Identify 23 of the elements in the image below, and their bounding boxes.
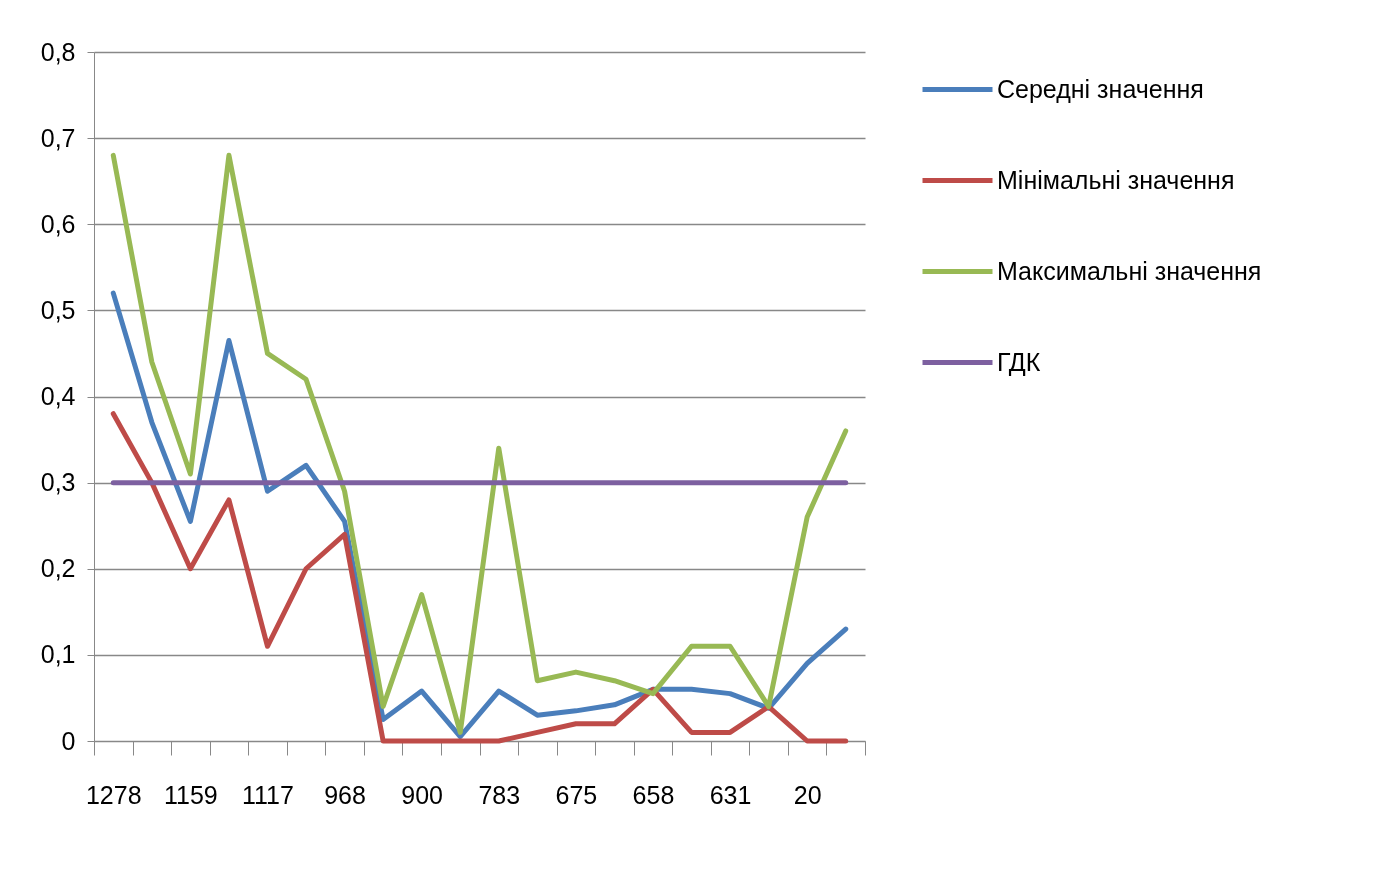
x-tick-label: 1117	[242, 780, 294, 809]
x-tick-label: 968	[324, 780, 366, 809]
x-tick-label: 1278	[85, 780, 142, 809]
legend-label: ГДК	[997, 347, 1041, 376]
y-tick-label: 0,8	[40, 37, 76, 66]
y-tick-label: 0	[61, 726, 76, 755]
x-tick-label: 900	[401, 780, 444, 809]
y-tick-label: 0,6	[40, 209, 76, 238]
x-tick-label: 20	[793, 780, 822, 809]
x-tick-label: 631	[709, 780, 752, 809]
x-tick-label: 1159	[163, 780, 218, 809]
y-tick-label: 0,4	[40, 382, 76, 410]
y-tick-label: 0,3	[40, 468, 76, 497]
y-tick-label: 0,2	[40, 554, 76, 583]
legend-label: Середні значення	[997, 74, 1204, 103]
x-tick-label: 675	[555, 780, 598, 809]
y-tick-label: 0,7	[40, 123, 76, 152]
y-tick-label: 0,5	[40, 295, 76, 324]
legend-label: Максимальні значення	[997, 256, 1262, 285]
y-tick-label: 0,1	[40, 640, 76, 669]
legend-label: Мінімальні значення	[997, 165, 1235, 194]
x-tick-label: 658	[632, 780, 675, 809]
x-tick-label: 783	[478, 780, 521, 809]
